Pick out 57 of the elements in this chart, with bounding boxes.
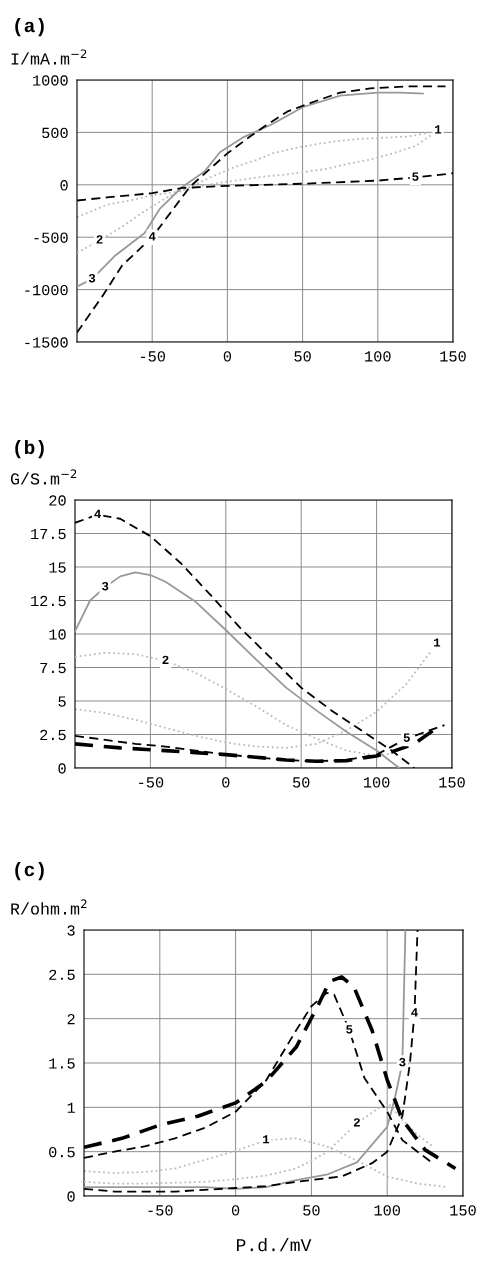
y-tick-label: -500 [34,232,68,243]
y-axis-title: G/S.m$^{−2}$ [10,469,77,485]
series-label: 2 [353,1118,360,1127]
y-tick-label: -1000 [25,284,68,296]
y-tick-label: 7.5 [40,662,66,674]
y-tick-label: 0 [67,1191,75,1202]
y-tick-label: 1 [67,1102,75,1113]
x-tick-label: 100 [365,351,391,362]
y-axis-title: I/mA.m$^{−2}$ [11,49,87,65]
x-tick-label: 100 [374,1205,401,1216]
y-tick-label: 2 [67,1013,75,1025]
chart-title: (c) [15,862,44,881]
series-label: 4 [148,232,156,241]
y-tick-label: 20 [49,495,66,506]
y-tick-label: 1000 [33,75,68,86]
x-tick-label: 50 [303,1205,320,1216]
series-label: 2 [96,235,103,244]
x-tick-label: 150 [450,1205,476,1216]
series-label: 3 [399,1057,406,1067]
y-axis-title: R/ohm.m$^{2}$ [11,899,87,915]
series-label: 5 [412,172,419,181]
y-tick-label: 10 [49,629,66,640]
x-tick-label: 50 [292,777,310,788]
y-tick-label: 0.5 [49,1146,75,1158]
y-tick-label: 2.5 [40,729,66,741]
y-tick-label: 15 [49,562,66,573]
x-tick-label: 150 [439,777,465,788]
chart-title: (a) [15,18,44,37]
series-label: 3 [101,581,109,591]
y-tick-label: 2.5 [49,969,75,981]
x-tick-label: 150 [440,351,466,362]
series-label: 4 [411,1008,418,1017]
y-tick-label: 0 [60,180,68,191]
x-tick-label: -50 [139,777,164,788]
y-tick-label: 5 [58,696,66,707]
y-tick-label: 1.5 [49,1058,75,1069]
x-tick-label: 0 [223,351,232,362]
x-tick-label: 0 [231,1205,240,1216]
series-label: 1 [263,1135,270,1144]
x-tick-label: 0 [222,777,230,788]
x-tick-label: 100 [363,777,390,788]
x-tick-label: -50 [148,1205,173,1216]
y-tick-label: 12.5 [31,595,66,607]
y-tick-label: 0 [58,763,66,774]
x-tick-label: 50 [294,351,311,362]
series-label: 2 [162,655,169,665]
x-axis-title: P.d./mV [237,1238,312,1252]
chart-title: (b) [15,440,44,459]
x-tick-label: -50 [140,351,166,362]
y-tick-label: 3 [67,925,75,936]
y-tick-label: 500 [42,127,68,139]
y-tick-label: -1500 [25,337,68,348]
series-label: 1 [434,638,441,647]
series-label: 4 [94,509,101,518]
y-tick-label: 17.5 [31,528,66,540]
series-label: 5 [346,1025,353,1034]
series-label: 3 [88,273,96,283]
